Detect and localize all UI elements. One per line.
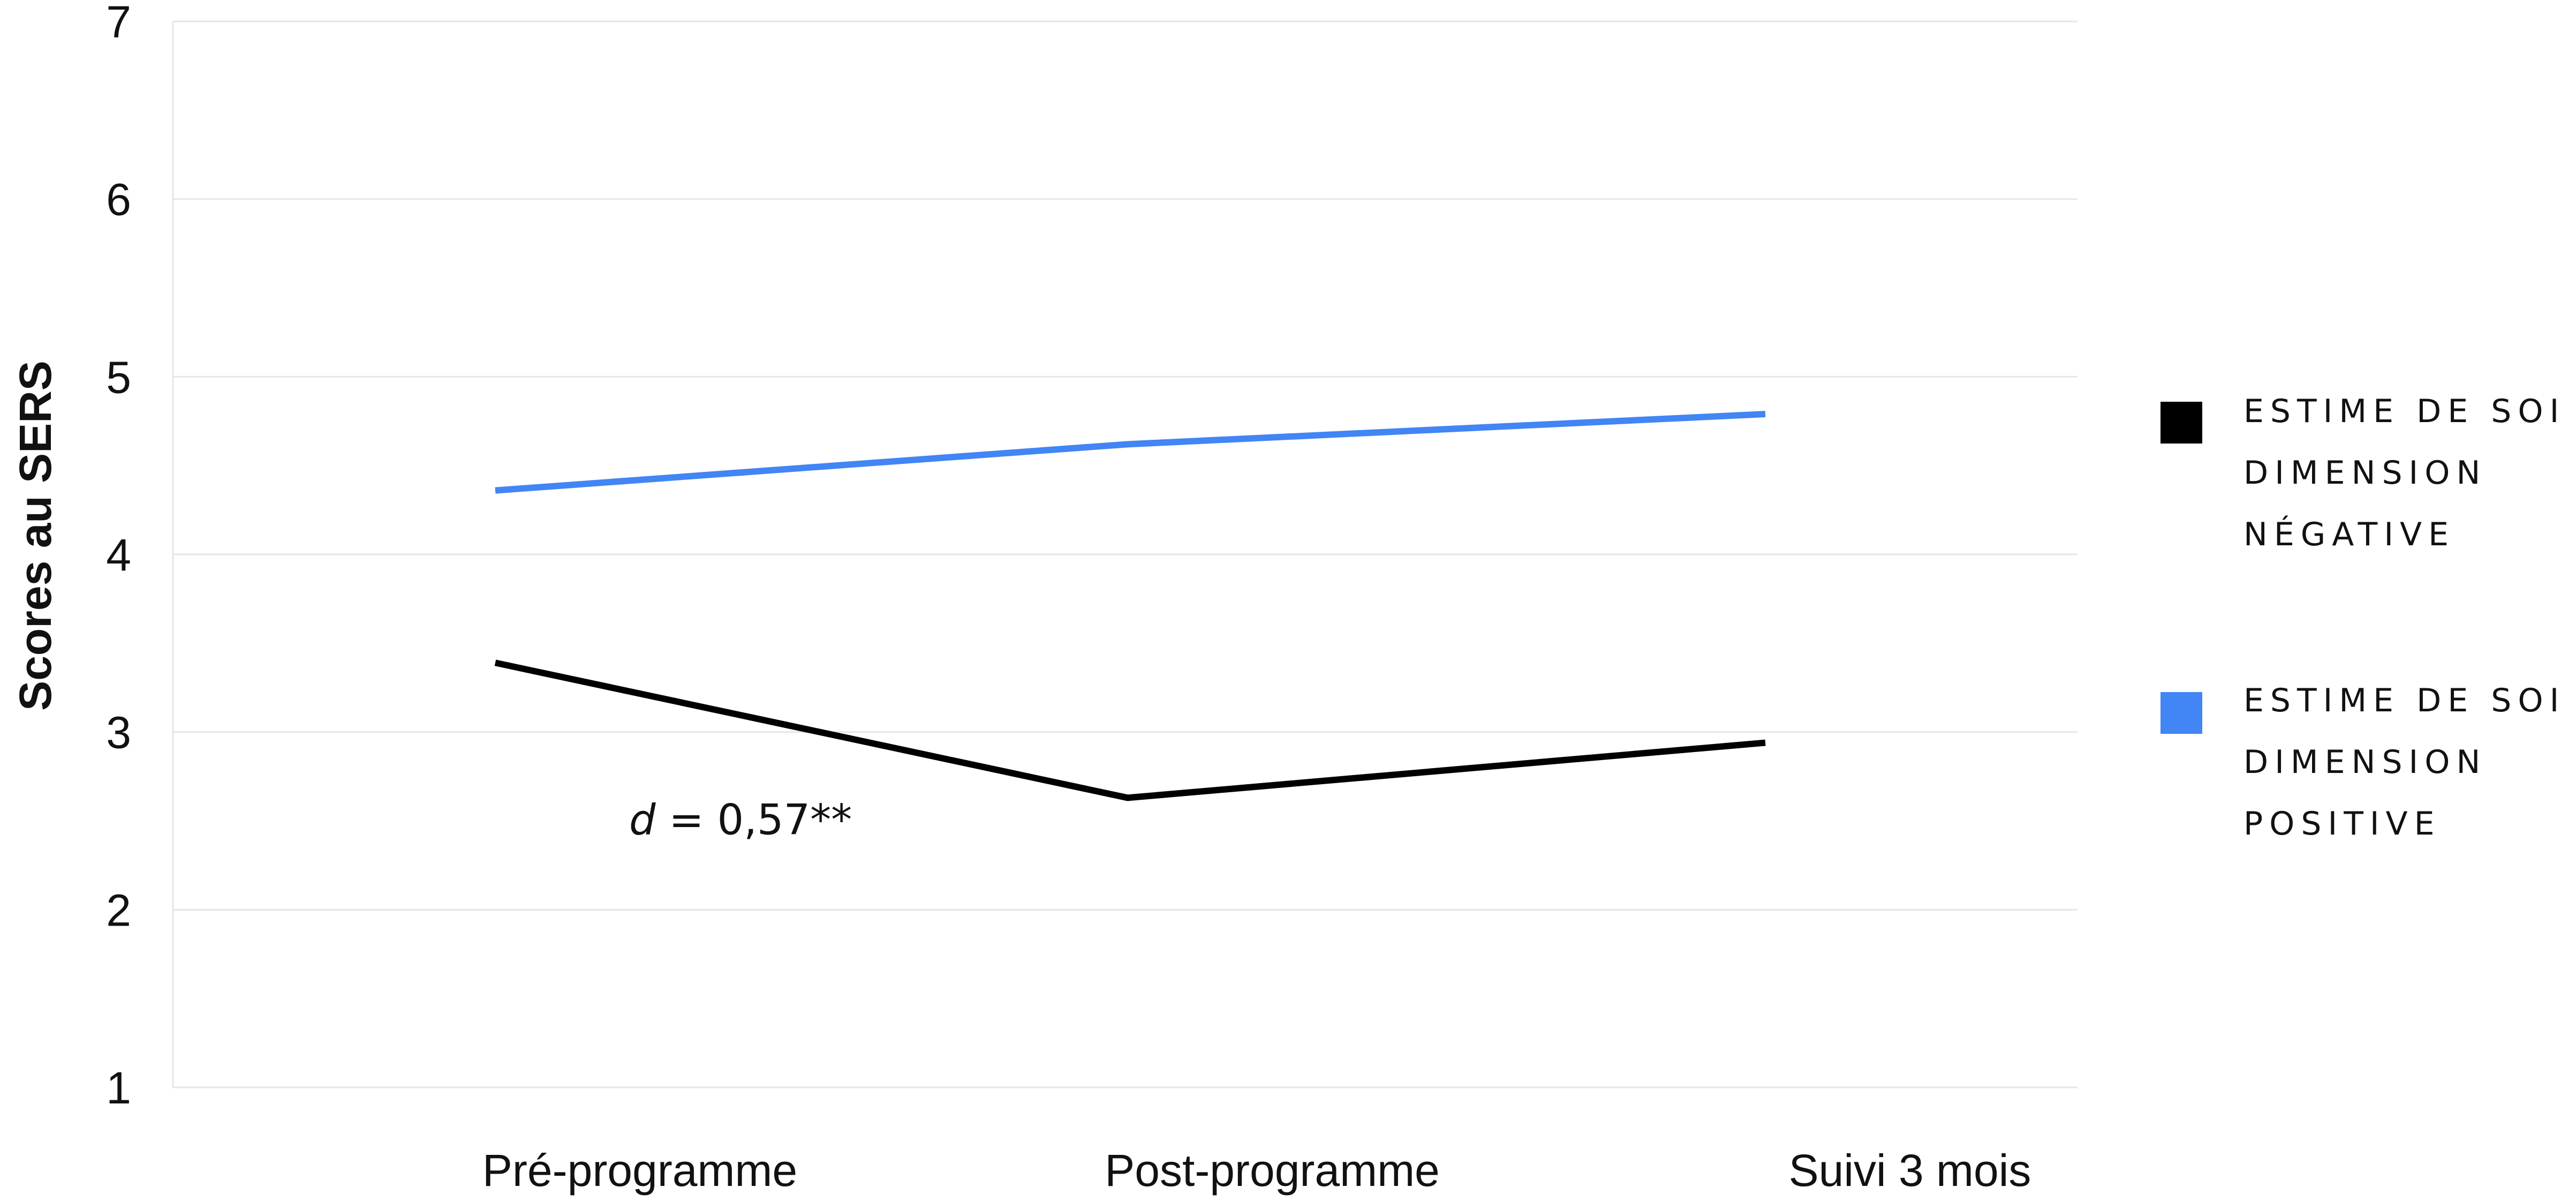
y-tick-label: 2 xyxy=(106,885,131,935)
x-tick-label: Suivi 3 mois xyxy=(1789,1145,2031,1196)
legend-swatch-negative xyxy=(2160,402,2202,444)
y-tick-label: 7 xyxy=(106,0,131,47)
series-line-negative xyxy=(494,659,1766,801)
series-line-positive xyxy=(495,410,1766,494)
y-tick-label: 4 xyxy=(106,530,131,580)
y-tick-label: 3 xyxy=(106,708,131,758)
annotations: d = 0,57** xyxy=(629,797,852,845)
gridlines xyxy=(172,20,2078,1088)
legend-label-negative: ESTIME DE SOI DIMENSION NÉGATIVE xyxy=(2243,393,2565,553)
legend-label-positive: ESTIME DE SOI DIMENSION POSITIVE xyxy=(2243,682,2565,843)
y-tick-label: 1 xyxy=(106,1063,131,1113)
y-axis-ticks: 1 2 3 4 5 6 7 xyxy=(106,0,131,1113)
effect-size-annotation: d = 0,57** xyxy=(629,797,852,845)
legend-swatch-positive xyxy=(2160,692,2202,734)
x-tick-label: Pré-programme xyxy=(482,1145,797,1196)
x-axis-ticks: Pré-programme Post-programme Suivi 3 mois xyxy=(482,1145,2031,1196)
y-axis-title: Scores au SERS xyxy=(10,360,61,711)
legend: ESTIME DE SOI DIMENSION NÉGATIVE ESTIME DE … xyxy=(2160,393,2565,843)
x-tick-label: Post-programme xyxy=(1105,1145,1440,1196)
series-lines xyxy=(494,410,1766,801)
y-tick-label: 5 xyxy=(106,352,131,402)
y-tick-label: 6 xyxy=(106,175,131,225)
